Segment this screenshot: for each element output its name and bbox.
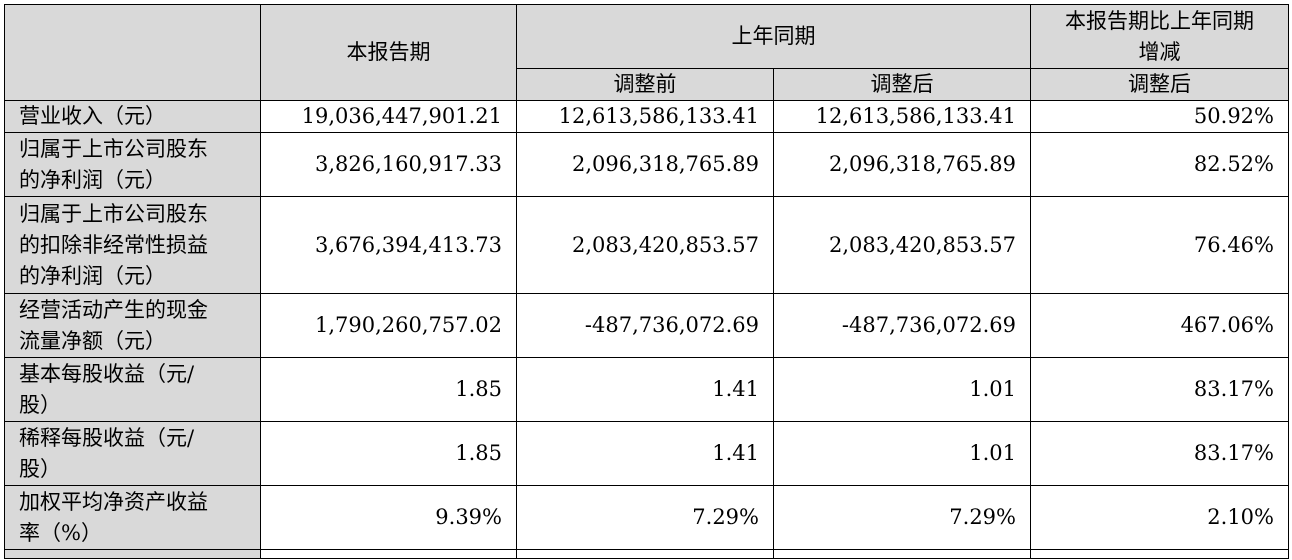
row-label: 归属于上市公司股东 的净利润（元）: [4, 132, 261, 197]
cell-current: 9.39%: [260, 485, 517, 550]
cell-current: 19,036,447,901.21: [260, 100, 517, 133]
financial-data-table: 本报告期 上年同期 本报告期比上年同期 增减 调整前 调整后 调整后 营业收入（…: [4, 4, 1289, 559]
row-label-line: 的净利润（元）: [19, 167, 166, 192]
cell-before: 2,083,420,853.57: [516, 196, 774, 294]
cell-after: -487,736,072.69: [773, 293, 1031, 358]
row-label: 经营活动产生的现金 流量净额（元）: [4, 293, 261, 358]
cell-after: 2,083,420,853.57: [773, 196, 1031, 294]
row-label-line: 股）: [19, 456, 61, 481]
header-change-line2: 增减: [1138, 39, 1181, 64]
cell-after: 1.01: [773, 357, 1031, 422]
row-label-line: 基本每股收益（元/: [19, 361, 195, 386]
row-label: 营业收入（元）: [4, 100, 261, 133]
cell-change: 82.52%: [1030, 132, 1289, 197]
cell-change: 83.17%: [1030, 357, 1289, 422]
table-row: 加权平均净资产收益 率（%） 9.39% 7.29% 7.29% 2.10%: [4, 485, 1289, 550]
row-label-line: 归属于上市公司股东: [19, 136, 208, 161]
row-label-line: 流量净额（元）: [19, 328, 166, 353]
header-row-1: 本报告期 上年同期 本报告期比上年同期 增减: [4, 4, 1289, 101]
cell-after: 12,613,586,133.41: [773, 100, 1031, 133]
row-label: [4, 549, 261, 559]
header-current-period: 本报告期: [260, 4, 517, 101]
row-label-line: 加权平均净资产收益: [19, 489, 208, 514]
row-label-line: 股）: [19, 392, 61, 417]
cell-change: [1030, 549, 1289, 559]
header-corner-cell: [4, 4, 261, 101]
cell-after: [773, 549, 1031, 559]
cell-before: 2,096,318,765.89: [516, 132, 774, 197]
row-label-line: 率（%）: [19, 520, 102, 545]
cell-before: [516, 549, 774, 559]
cell-change: 2.10%: [1030, 485, 1289, 550]
header-before-adjustment: 调整前: [516, 68, 774, 101]
cell-before: 12,613,586,133.41: [516, 100, 774, 133]
table-row: 经营活动产生的现金 流量净额（元） 1,790,260,757.02 -487,…: [4, 293, 1289, 358]
cell-after: 2,096,318,765.89: [773, 132, 1031, 197]
row-label: 稀释每股收益（元/ 股）: [4, 421, 261, 486]
row-label-line: 归属于上市公司股东: [19, 201, 208, 226]
header-change-after-adjustment: 调整后: [1030, 68, 1289, 101]
cell-change: 76.46%: [1030, 196, 1289, 294]
cell-after: 1.01: [773, 421, 1031, 486]
cell-current: 3,676,394,413.73: [260, 196, 517, 294]
cell-current: [260, 549, 517, 559]
header-prior-year-period: 上年同期: [516, 4, 1031, 69]
cell-before: 1.41: [516, 357, 774, 422]
cell-change: 50.92%: [1030, 100, 1289, 133]
table-row: 归属于上市公司股东 的净利润（元） 3,826,160,917.33 2,096…: [4, 132, 1289, 197]
cell-after: 7.29%: [773, 485, 1031, 550]
row-label-line: 的净利润（元）: [19, 263, 166, 288]
table-row: 归属于上市公司股东 的扣除非经常性损益 的净利润（元） 3,676,394,41…: [4, 196, 1289, 294]
row-label-line: 的扣除非经常性损益: [19, 232, 208, 257]
cell-current: 3,826,160,917.33: [260, 132, 517, 197]
table-row-cut-off: [4, 549, 1289, 559]
header-change-line1: 本报告期比上年同期: [1065, 8, 1254, 33]
cell-before: 7.29%: [516, 485, 774, 550]
row-label-line: 经营活动产生的现金: [19, 297, 208, 322]
cell-change: 83.17%: [1030, 421, 1289, 486]
table-row: 稀释每股收益（元/ 股） 1.85 1.41 1.01 83.17%: [4, 421, 1289, 486]
header-change: 本报告期比上年同期 增减: [1030, 4, 1289, 69]
row-label: 加权平均净资产收益 率（%）: [4, 485, 261, 550]
cell-before: -487,736,072.69: [516, 293, 774, 358]
table-row: 营业收入（元） 19,036,447,901.21 12,613,586,133…: [4, 100, 1289, 133]
cell-change: 467.06%: [1030, 293, 1289, 358]
row-label-line: 稀释每股收益（元/: [19, 425, 195, 450]
table-row: 基本每股收益（元/ 股） 1.85 1.41 1.01 83.17%: [4, 357, 1289, 422]
cell-current: 1.85: [260, 357, 517, 422]
header-after-adjustment: 调整后: [773, 68, 1031, 101]
row-label-line: 营业收入（元）: [19, 104, 166, 128]
cell-current: 1.85: [260, 421, 517, 486]
cell-before: 1.41: [516, 421, 774, 486]
row-label: 归属于上市公司股东 的扣除非经常性损益 的净利润（元）: [4, 196, 261, 294]
cell-current: 1,790,260,757.02: [260, 293, 517, 358]
row-label: 基本每股收益（元/ 股）: [4, 357, 261, 422]
